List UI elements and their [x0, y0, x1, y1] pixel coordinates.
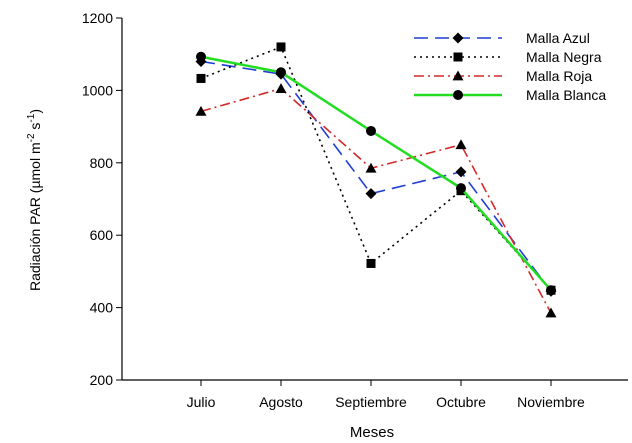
legend-entry: Malla Roja	[414, 68, 592, 84]
data-point	[196, 73, 206, 83]
series-malla-negra	[196, 42, 556, 295]
legend-label: Malla Roja	[526, 68, 592, 84]
y-axis-title-middle: s	[27, 123, 43, 134]
data-point	[366, 125, 376, 136]
data-point	[456, 183, 466, 194]
y-tick-label: 1000	[82, 82, 113, 98]
series-layer	[195, 42, 557, 318]
series-malla-azul	[195, 55, 557, 297]
y-tick-label: 800	[90, 155, 114, 171]
data-point	[195, 105, 207, 116]
x-ticks: Julio Agosto Septiembre Octubre Noviembre	[187, 380, 585, 410]
legend-marker	[453, 90, 463, 100]
data-point	[545, 307, 557, 318]
legend-entry: Malla Azul	[414, 30, 590, 46]
data-point	[196, 51, 206, 62]
legend-label: Malla Blanca	[526, 87, 606, 103]
series-line	[200, 55, 552, 292]
y-tick-label: 600	[90, 227, 114, 243]
series-malla-blanca	[196, 51, 556, 296]
legend-marker	[452, 32, 464, 44]
x-axis-title: Meses	[350, 424, 394, 441]
data-point	[365, 162, 377, 173]
series-line	[200, 45, 552, 291]
x-tick-label: Noviembre	[517, 394, 585, 410]
legend-label: Malla Azul	[526, 30, 590, 46]
x-tick-label: Julio	[187, 394, 216, 410]
y-ticks: 200 400 600 800 1000 1200	[82, 10, 122, 388]
data-point	[546, 285, 556, 296]
legend-marker	[452, 70, 464, 81]
data-point	[455, 139, 467, 150]
data-point	[275, 83, 287, 93]
y-tick-label: 200	[90, 372, 114, 388]
data-point	[276, 42, 286, 52]
y-axis-title-prefix: Radiación PAR (µmol m	[27, 142, 43, 291]
series-line	[200, 87, 552, 314]
x-tick-label: Octubre	[436, 394, 486, 410]
x-tick-label: Agosto	[259, 394, 303, 410]
series-line	[200, 60, 552, 292]
y-tick-label: 400	[90, 300, 114, 316]
y-axis-title-sup1: -2	[26, 133, 37, 142]
data-point	[365, 188, 377, 200]
series-malla-roja	[195, 83, 557, 318]
legend-entry: Malla Negra	[414, 49, 602, 65]
y-axis-title-suffix: )	[27, 109, 43, 114]
y-tick-label: 1200	[82, 10, 113, 26]
x-tick-label: Septiembre	[335, 394, 407, 410]
data-point	[455, 166, 467, 178]
axes: 200 400 600 800 1000 1200 Julio Agosto Septiemb…	[82, 10, 628, 410]
legend: Malla Azul Malla Negra Malla Roja Malla Bla…	[414, 30, 606, 103]
y-axis-title-sup2: -1	[26, 113, 37, 122]
data-point	[366, 258, 376, 268]
data-point	[276, 67, 286, 78]
legend-label: Malla Negra	[526, 49, 602, 65]
y-axis-title: Radiación PAR (µmol m-2 s-1)	[26, 109, 43, 291]
legend-marker	[453, 52, 463, 62]
legend-entry: Malla Blanca	[414, 87, 606, 103]
